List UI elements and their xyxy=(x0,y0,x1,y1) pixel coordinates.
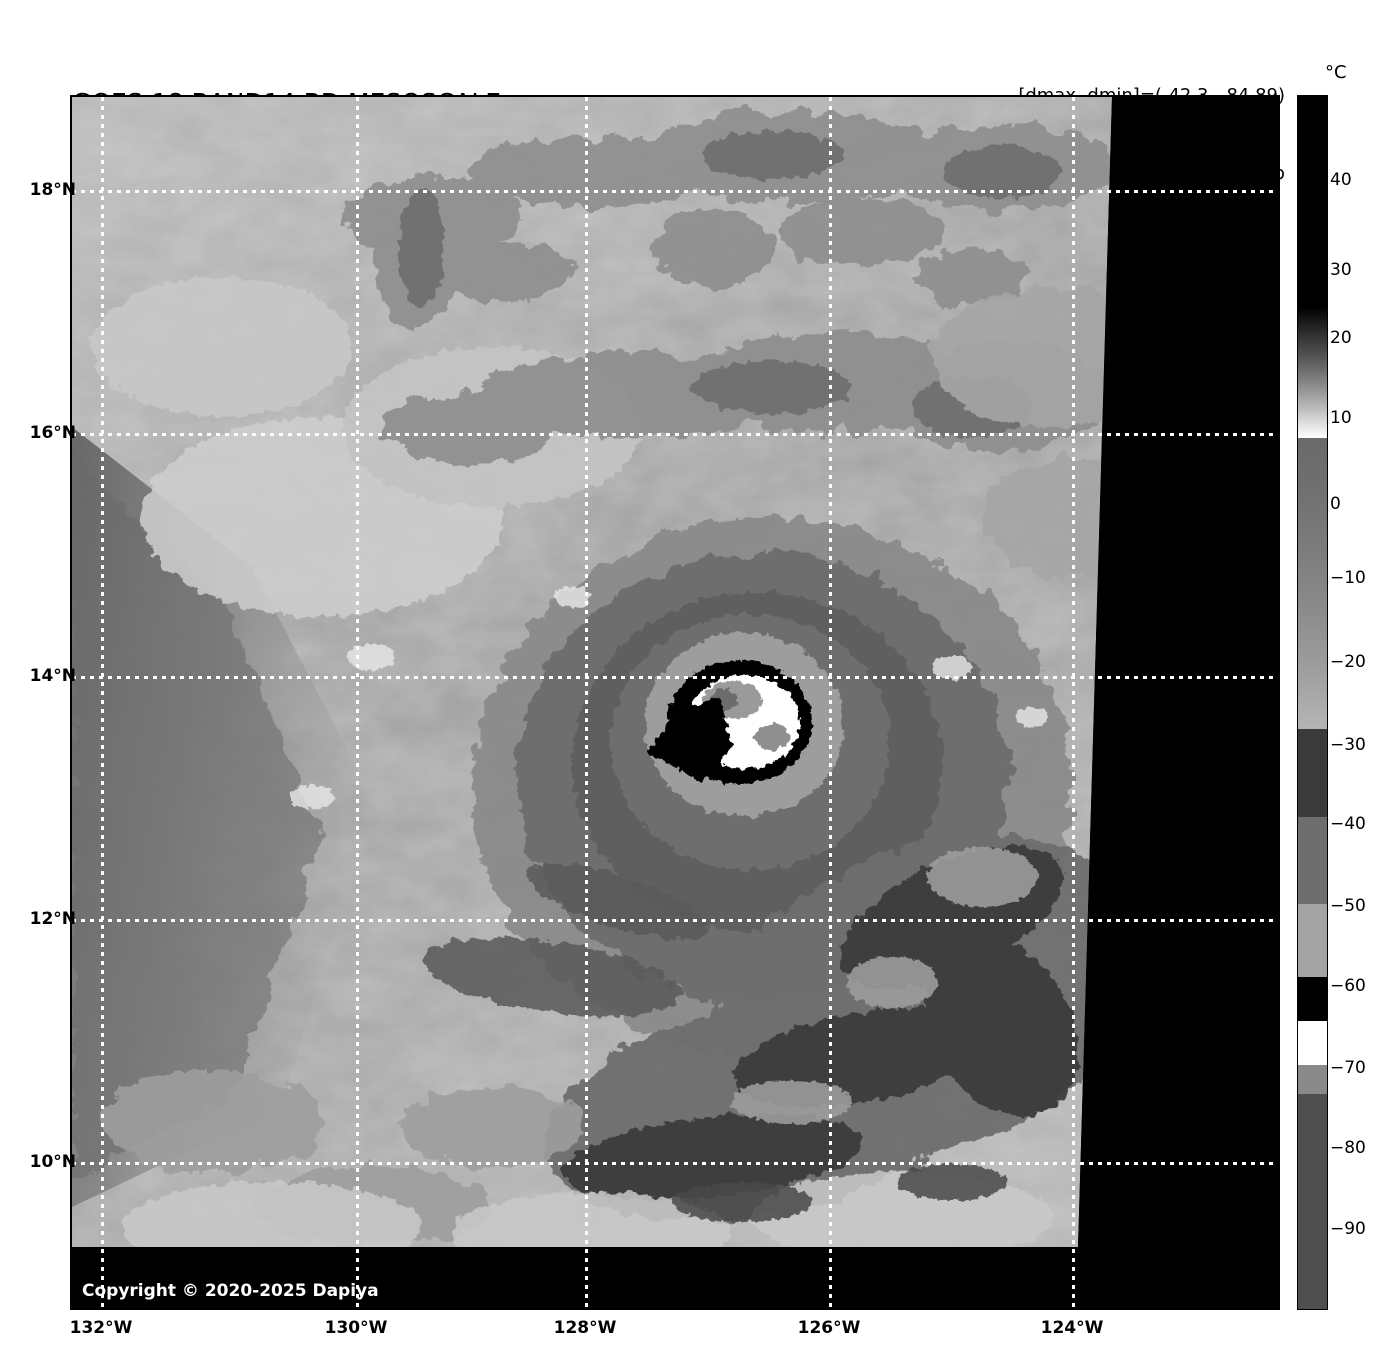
cbar-tick-0: 0 xyxy=(1330,494,1341,514)
colorbar-unit-label: °C xyxy=(1325,62,1347,83)
cbar-band-medium-gray xyxy=(1298,817,1327,904)
cbar-tick-m90: −90 xyxy=(1330,1219,1366,1239)
satellite-image-panel[interactable]: Copyright © 2020-2025 Dapiya xyxy=(70,95,1280,1310)
lon-label-130w: 130°W xyxy=(324,1318,388,1338)
cbar-tick-m80: −80 xyxy=(1330,1138,1366,1158)
cbar-tick-30: 30 xyxy=(1330,260,1352,280)
lat-label-16n: 16°N xyxy=(29,423,76,443)
lon-label-126w: 126°W xyxy=(797,1318,861,1338)
cbar-band-dark-gray xyxy=(1298,729,1327,817)
lat-label-10n: 10°N xyxy=(29,1152,76,1172)
lat-label-12n: 12°N xyxy=(29,909,76,929)
lon-label-128w: 128°W xyxy=(553,1318,617,1338)
infrared-brightness-temperature-raster xyxy=(72,97,1278,1308)
lat-label-14n: 14°N xyxy=(29,666,76,686)
cbar-band-gray xyxy=(1298,1065,1327,1094)
temperature-colorbar[interactable] xyxy=(1297,95,1328,1310)
cbar-tick-m40: −40 xyxy=(1330,814,1366,834)
cbar-tick-20: 20 xyxy=(1330,328,1352,348)
lon-label-132w: 132°W xyxy=(69,1318,133,1338)
cbar-band-warm-ramp xyxy=(1298,307,1327,438)
cbar-tick-m60: −60 xyxy=(1330,976,1366,996)
cbar-band-coldest xyxy=(1298,1094,1327,1309)
cbar-band-mid-ramp xyxy=(1298,438,1327,729)
cbar-band-light-gray xyxy=(1298,904,1327,977)
colorbar-gradient xyxy=(1298,96,1327,1309)
cbar-tick-m10: −10 xyxy=(1330,568,1366,588)
satellite-raster xyxy=(72,97,1278,1308)
cbar-tick-m30: −30 xyxy=(1330,735,1366,755)
cbar-band-white xyxy=(1298,1021,1327,1065)
cbar-band-black xyxy=(1298,977,1327,1021)
cbar-tick-10: 10 xyxy=(1330,408,1352,428)
copyright-label: Copyright © 2020-2025 Dapiya xyxy=(82,1281,379,1301)
cbar-tick-m70: −70 xyxy=(1330,1058,1366,1078)
lat-label-18n: 18°N xyxy=(29,180,76,200)
cbar-tick-m50: −50 xyxy=(1330,896,1366,916)
lon-label-124w: 124°W xyxy=(1040,1318,1104,1338)
cbar-band-warm-black xyxy=(1298,96,1327,307)
cbar-tick-m20: −20 xyxy=(1330,652,1366,672)
cbar-tick-40: 40 xyxy=(1330,170,1352,190)
